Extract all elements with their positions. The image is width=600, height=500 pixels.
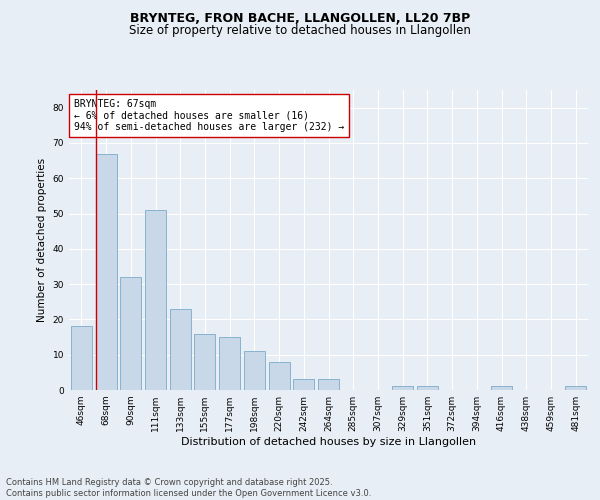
Bar bbox=[392, 386, 413, 390]
Bar bbox=[71, 326, 92, 390]
Bar bbox=[219, 337, 240, 390]
Bar bbox=[318, 380, 339, 390]
Text: BRYNTEG, FRON BACHE, LLANGOLLEN, LL20 7BP: BRYNTEG, FRON BACHE, LLANGOLLEN, LL20 7B… bbox=[130, 12, 470, 26]
Text: Contains HM Land Registry data © Crown copyright and database right 2025.
Contai: Contains HM Land Registry data © Crown c… bbox=[6, 478, 371, 498]
Bar bbox=[95, 154, 116, 390]
Bar bbox=[491, 386, 512, 390]
Bar bbox=[417, 386, 438, 390]
Y-axis label: Number of detached properties: Number of detached properties bbox=[37, 158, 47, 322]
Text: Size of property relative to detached houses in Llangollen: Size of property relative to detached ho… bbox=[129, 24, 471, 37]
Bar bbox=[194, 334, 215, 390]
Bar bbox=[244, 351, 265, 390]
Bar bbox=[120, 277, 141, 390]
Bar bbox=[565, 386, 586, 390]
Bar bbox=[145, 210, 166, 390]
X-axis label: Distribution of detached houses by size in Llangollen: Distribution of detached houses by size … bbox=[181, 437, 476, 447]
Text: BRYNTEG: 67sqm
← 6% of detached houses are smaller (16)
94% of semi-detached hou: BRYNTEG: 67sqm ← 6% of detached houses a… bbox=[74, 99, 344, 132]
Bar bbox=[293, 380, 314, 390]
Bar bbox=[170, 309, 191, 390]
Bar bbox=[269, 362, 290, 390]
